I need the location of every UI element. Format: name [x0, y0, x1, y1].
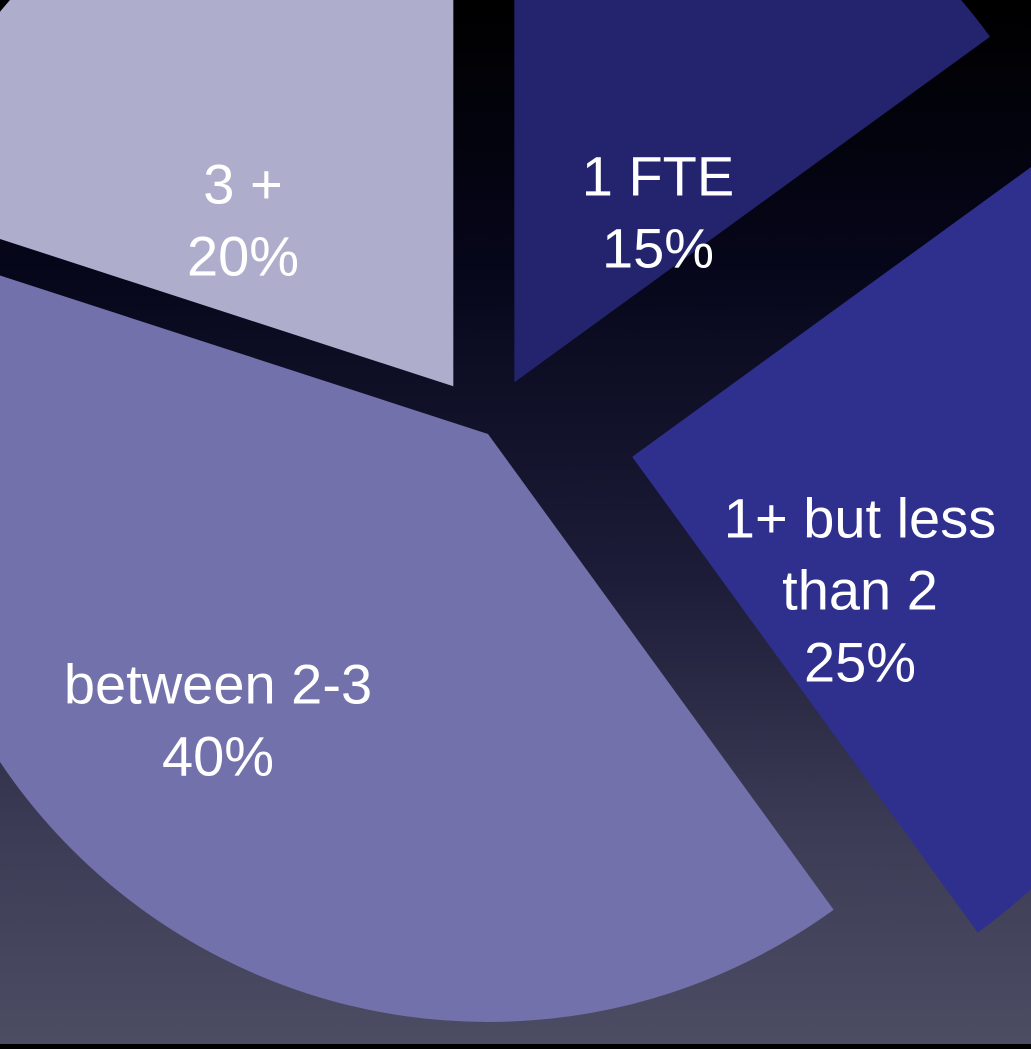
slice-category-label: 1+ but less — [724, 487, 996, 550]
slice-category-label: than 2 — [782, 559, 938, 622]
pie-slice-3 — [0, 275, 834, 1022]
slice-label-2: 1+ but less than 2 25% — [724, 487, 996, 694]
pie-slice-4 — [0, 0, 454, 387]
slice-label-1: 1 FTE 15% — [582, 145, 734, 280]
slice-category-label: between 2-3 — [64, 653, 372, 716]
slice-value-label: 15% — [602, 217, 714, 280]
slice-value-label: 40% — [162, 725, 274, 788]
slice-category-label: 1 FTE — [582, 145, 734, 208]
slice-category-label: 3 + — [203, 153, 282, 216]
pie-slice-2 — [632, 167, 1031, 933]
slice-label-4: 3 +20% — [187, 153, 299, 288]
slice-label-3: between 2-3 40% — [64, 653, 372, 788]
pie-slice-1 — [514, 0, 991, 383]
slice-value-label: 25% — [804, 631, 916, 694]
slice-value-label: 20% — [187, 225, 299, 288]
